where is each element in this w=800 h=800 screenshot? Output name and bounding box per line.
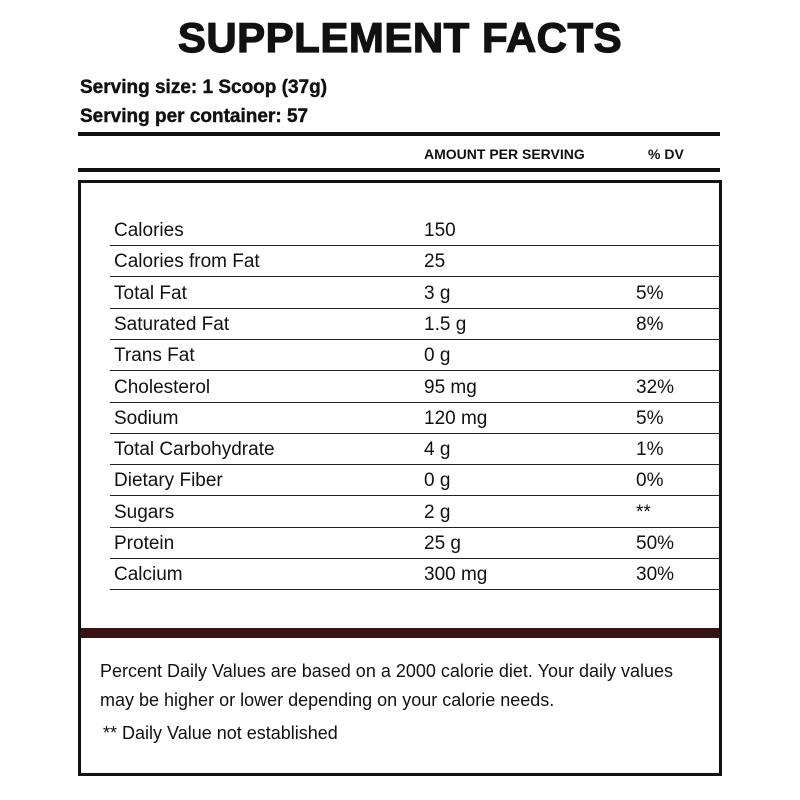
amount: 120 mg [424,407,488,429]
amount: 4 g [424,439,451,461]
title: SUPPLEMENT FACTS [177,13,623,61]
nutrient-name: Sodium [114,407,179,429]
amount: 95 mg [424,376,477,398]
amount: 25 [424,251,446,273]
footnote-note: ** Daily Value not established [103,723,338,743]
amount: 300 mg [424,564,488,586]
table-row: Cholesterol 95 mg 32% [110,371,720,403]
nutrient-name: Total Carbohydrate [114,439,275,461]
daily-value: 5% [636,407,664,429]
table-row: Dietary Fiber 0 g 0% [110,464,720,497]
table-row: Calcium 300 mg 30% [110,558,720,591]
nutrient-name: Sugars [114,501,175,523]
nutrient-name: Dietary Fiber [114,470,223,492]
daily-value: 30% [636,564,675,586]
table-row: Protein 25 g 50% [110,527,720,559]
table-row: Total Fat 3 g 5% [110,277,720,309]
table-row: Sodium 120 mg 5% [110,402,720,434]
nutrient-name: Trans Fat [114,345,195,367]
amount: 1.5 g [424,313,467,335]
amount: 25 g [424,533,461,554]
table-row: Sugars 2 g ** [110,496,720,528]
table-row: Calories 150 [110,214,720,246]
footnote: Percent Daily Values are based on a 2000… [100,661,674,710]
nutrient-name: Calcium [114,564,183,586]
daily-value: ** [636,501,651,523]
header-dv: % DV [648,146,684,162]
amount: 150 [424,220,456,241]
nutrient-name: Saturated Fat [114,313,230,335]
rule [78,132,720,136]
amount: 3 g [424,282,451,304]
header-amount: AMOUNT PER SERVING [424,146,585,162]
daily-value: 8% [636,313,664,335]
nutrient-name: Total Fat [114,282,187,304]
servings-per-container: Serving per container: 57 [80,106,309,127]
nutrient-name: Cholesterol [114,376,211,398]
rule [78,168,720,172]
nutrient-name: Protein [114,533,175,554]
table-row: Total Carbohydrate 4 g 1% [110,433,720,466]
daily-value: 1% [636,439,664,461]
table-row: Saturated Fat 1.5 g 8% [110,308,720,340]
daily-value: 50% [636,533,675,554]
amount: 0 g [424,345,451,367]
facts-box [78,180,722,776]
serving-size: Serving size: 1 Scoop (37g) [80,77,328,98]
divider-bar [81,628,719,638]
daily-value: 32% [636,376,675,398]
amount: 0 g [424,470,451,492]
nutrient-name: Calories [114,220,184,241]
daily-value: 5% [636,282,664,304]
table-row: Trans Fat 0 g [110,339,720,372]
nutrient-name: Calories from Fat [114,251,260,273]
amount: 2 g [424,501,451,523]
daily-value: 0% [636,470,664,492]
table-row: Calories from Fat 25 [110,245,720,278]
